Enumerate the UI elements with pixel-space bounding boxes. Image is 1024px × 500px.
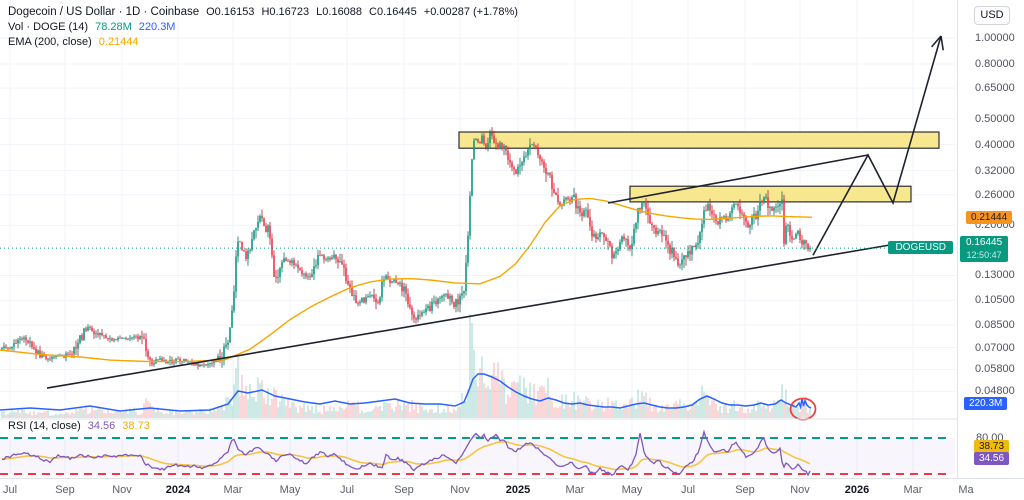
price-tick-label: 0.80000 [975,58,1015,70]
time-tick-label: Sep [55,484,75,496]
price-tick-label: 0.65000 [975,82,1015,94]
candles-layer [1,127,811,370]
ema-axis-label: 0.21444 [966,211,1013,224]
supply-zone-upper[interactable] [458,131,940,149]
time-tick-label: May [621,484,643,496]
price-tick-label: 0.40000 [975,139,1015,151]
time-tick-label: Mar [903,484,923,496]
price-tick-label: 0.10500 [975,294,1015,306]
ohlc-high: H0.16723 [261,6,310,18]
rsi-pane-layer [0,429,955,477]
ohlc-close: C0.16445 [369,6,417,18]
time-tick-label: 2026 [844,484,870,496]
ohlc-open: O0.16153 [206,6,255,18]
rsi-legend-row[interactable]: RSI (14, close) 34.56 38.73 [8,420,157,432]
time-tick-label: Sep [394,484,414,496]
rsi-value: 34.56 [87,420,116,432]
price-tick-label: 0.04800 [975,385,1015,397]
bar-countdown: 12:50:47 [966,250,1002,260]
symbol-price-tag: DOGEUSD [888,241,953,254]
price-tick-label: 0.50000 [975,113,1015,125]
rsi-indicator-label[interactable]: RSI (14, close) [8,420,81,432]
time-tick-label: Jul [680,484,696,496]
time-tick-label: Sep [735,484,755,496]
grid-layer [0,0,967,478]
price-tick-label: 0.26000 [975,189,1015,201]
support-trendline[interactable] [46,244,891,389]
volume-ma-line [0,373,812,412]
ema-legend-row[interactable]: EMA (200, close) 0.21444 [8,35,525,50]
volume-ma-line [0,373,812,412]
volume-legend-row[interactable]: Vol · DOGE (14) 78.28M 220.3M [8,20,525,35]
symbol-legend-row[interactable]: Dogecoin / US Dollar · 1D · Coinbase O0.1… [8,5,525,20]
time-tick-label: Mar [565,484,585,496]
symbol-title[interactable]: Dogecoin / US Dollar · 1D · Coinbase [8,6,200,18]
time-tick-label: Nov [790,484,810,496]
price-tick-label: 0.13000 [975,269,1015,281]
resistance-trendline[interactable] [607,154,869,204]
drawings-layer [46,35,944,389]
last-price-value: 0.16445 [966,237,1003,248]
ohlc-low: L0.16088 [316,6,363,18]
time-tick-label: 2025 [505,484,531,496]
projection-zigzag-arrow[interactable] [812,35,942,256]
volume-ma-value: 220.3M [138,21,176,33]
ema-value: 0.21444 [98,36,139,48]
ohlc-change: +0.00287 (+1.78%) [423,6,518,18]
time-tick-label: Nov [112,484,132,496]
time-axis[interactable]: Jul Sep Nov 2024 Mar May Jul Sep Nov 2025 Mar May Ju… [0,478,1024,500]
ema-200-line [0,197,813,363]
price-tick-label: 0.08500 [975,319,1015,331]
rsi-ma-axis-label: 38.73 [974,440,1010,453]
chart-legend: Dogecoin / US Dollar · 1D · Coinbase O0.1… [8,5,525,50]
rsi-ma-value: 38.73 [122,420,150,432]
volume-axis-label: 220.3M [964,397,1008,410]
volume-indicator-label[interactable]: Vol · DOGE (14) [8,21,89,33]
time-tick-label: Nov [450,484,470,496]
currency-toggle-button[interactable]: USD [974,6,1010,25]
time-tick-label: Jul [2,484,18,496]
volume-layer [1,314,811,418]
time-tick-label: May [279,484,301,496]
price-axis[interactable]: USD 0.21444 0.16445 12:50:47 220.3M 80.0… [957,0,1024,478]
volume-value: 78.28M [95,21,132,33]
time-tick-label: Ma [958,484,974,496]
price-tick-label: 0.05800 [975,363,1015,375]
rsi-axis-label: 34.56 [974,452,1010,465]
time-tick-label: Jul [339,484,355,496]
ema-line [0,197,813,363]
last-price-axis-label: 0.16445 12:50:47 [960,236,1009,262]
supply-zone-lower[interactable] [629,185,912,203]
price-tick-label: 1.00000 [975,32,1015,44]
time-tick-label: 2024 [165,484,191,496]
price-tick-label: 0.07000 [975,342,1015,354]
ema-indicator-label[interactable]: EMA (200, close) [8,36,92,48]
rsi-line [1,429,811,477]
supply-zones-layer [458,131,940,203]
time-tick-label: Mar [223,484,243,496]
price-tick-label: 0.32000 [975,165,1015,177]
